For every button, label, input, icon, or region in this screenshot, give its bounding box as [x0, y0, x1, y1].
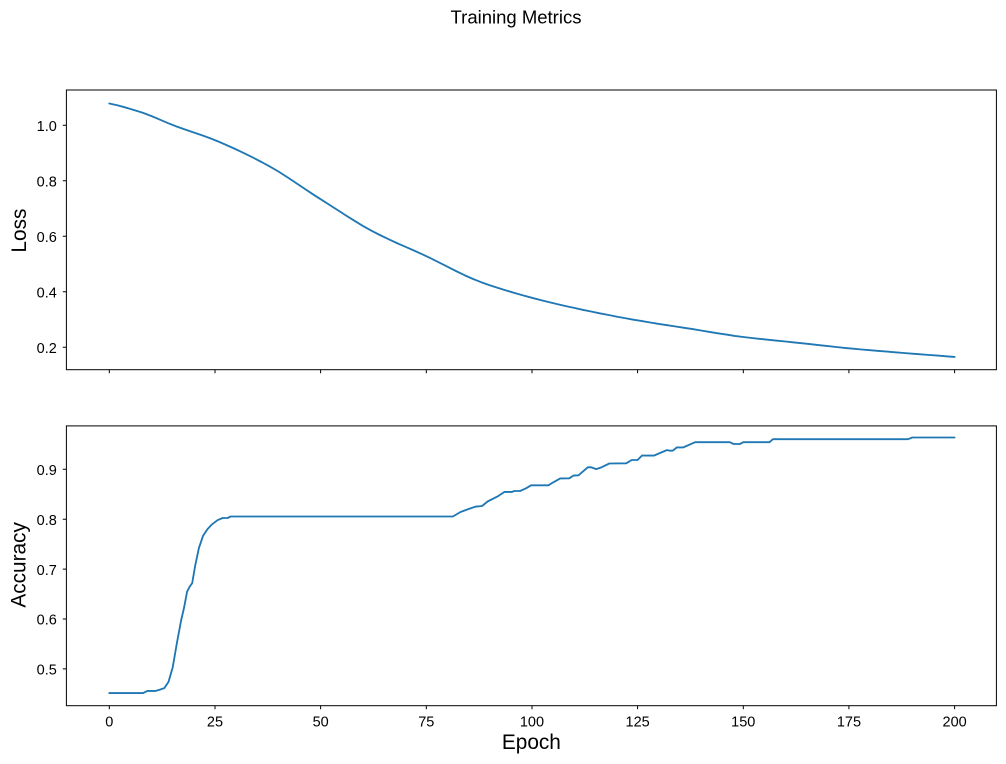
- svg-text:Accuracy: Accuracy: [8, 522, 31, 608]
- svg-text:0.8: 0.8: [37, 513, 57, 529]
- svg-text:Training Metrics: Training Metrics: [451, 7, 582, 28]
- svg-text:200: 200: [943, 715, 967, 731]
- svg-text:0.6: 0.6: [37, 230, 57, 246]
- svg-text:50: 50: [313, 715, 329, 731]
- svg-text:1.0: 1.0: [37, 119, 57, 135]
- svg-text:0.9: 0.9: [37, 463, 57, 479]
- svg-text:175: 175: [837, 715, 861, 731]
- svg-text:0.6: 0.6: [37, 613, 57, 629]
- svg-text:125: 125: [626, 715, 650, 731]
- svg-text:0.2: 0.2: [37, 341, 57, 357]
- svg-text:0: 0: [105, 715, 113, 731]
- svg-text:25: 25: [207, 715, 223, 731]
- svg-text:150: 150: [731, 715, 755, 731]
- svg-text:0.4: 0.4: [37, 286, 57, 302]
- svg-text:75: 75: [418, 715, 434, 731]
- svg-text:Epoch: Epoch: [502, 731, 561, 754]
- svg-text:100: 100: [520, 715, 544, 731]
- svg-text:0.7: 0.7: [37, 563, 57, 579]
- svg-text:0.8: 0.8: [37, 175, 57, 191]
- svg-text:Loss: Loss: [8, 209, 31, 253]
- svg-text:0.5: 0.5: [37, 663, 57, 679]
